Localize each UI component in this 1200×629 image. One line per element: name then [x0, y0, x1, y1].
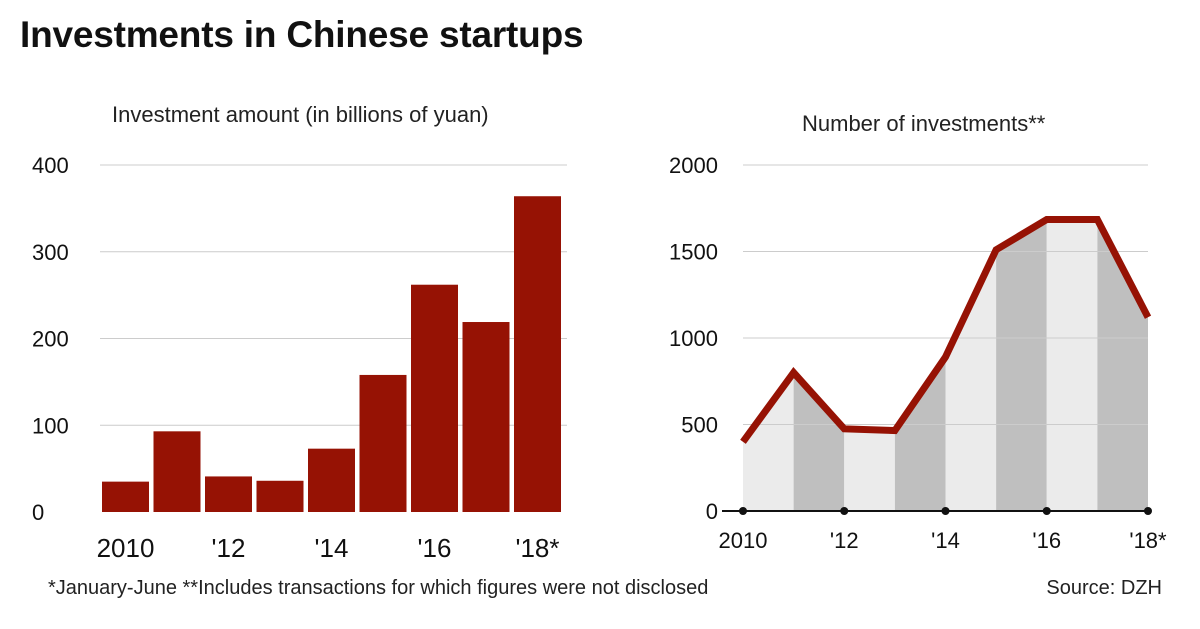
bar	[359, 374, 407, 512]
y-tick-label: 0	[706, 499, 718, 524]
y-tick-label: 0	[32, 500, 44, 525]
x-tick-dot	[1144, 507, 1152, 515]
bar	[308, 448, 355, 512]
area-segment	[945, 249, 997, 511]
y-tick-label: 100	[32, 413, 69, 438]
area-chart-title: Number of investments**	[802, 111, 1046, 136]
x-tick-label: '16	[418, 533, 452, 563]
bar	[411, 284, 458, 512]
bar	[153, 431, 201, 512]
bar	[102, 481, 149, 512]
area-segment	[894, 357, 946, 511]
x-tick-label: 2010	[97, 533, 155, 563]
x-tick-label: '14	[315, 533, 349, 563]
bar	[514, 196, 561, 513]
x-tick-label: '12	[830, 528, 859, 553]
area-chart: 0 500 1000 1500 2000 2010 '12 '14 '16 '18*	[669, 153, 1167, 553]
x-tick-label: '18*	[1129, 528, 1167, 553]
y-tick-label: 1500	[669, 240, 718, 265]
area-segment	[743, 372, 794, 511]
bar	[462, 322, 510, 512]
y-tick-label: 2000	[669, 153, 718, 178]
source-note: Source: DZH	[1046, 577, 1162, 599]
y-tick-label: 300	[32, 240, 69, 265]
x-tick-label: '14	[931, 528, 960, 553]
x-tick-dot	[840, 507, 849, 515]
footnote: *January-June **Includes transactions fo…	[48, 577, 709, 599]
y-tick-label: 400	[32, 153, 69, 178]
x-tick-label: 2010	[719, 528, 768, 553]
series-line	[740, 215, 1152, 444]
area-segment	[1097, 219, 1148, 511]
y-tick-label: 1000	[669, 326, 718, 351]
area-segment	[793, 372, 845, 511]
y-tick-label: 200	[32, 327, 69, 352]
bar-chart: 0 100 200 300 400 2010 '12 '14 '16 '18*	[32, 153, 567, 563]
x-tick-dot	[1042, 507, 1051, 515]
area-segment	[844, 428, 895, 511]
x-tick-dot	[941, 507, 950, 515]
bar	[205, 476, 252, 512]
bar-chart-title: Investment amount (in billions of yuan)	[112, 102, 489, 127]
area-segment	[1046, 219, 1098, 511]
bar	[256, 480, 304, 512]
x-tick-label: '18*	[515, 533, 559, 563]
y-tick-label: 500	[681, 413, 718, 438]
x-tick-label: '16	[1032, 528, 1061, 553]
chart-title: Investments in Chinese startups	[20, 14, 584, 55]
area-segment	[996, 219, 1047, 511]
x-tick-label: '12	[212, 533, 246, 563]
x-tick-dot	[739, 507, 747, 515]
